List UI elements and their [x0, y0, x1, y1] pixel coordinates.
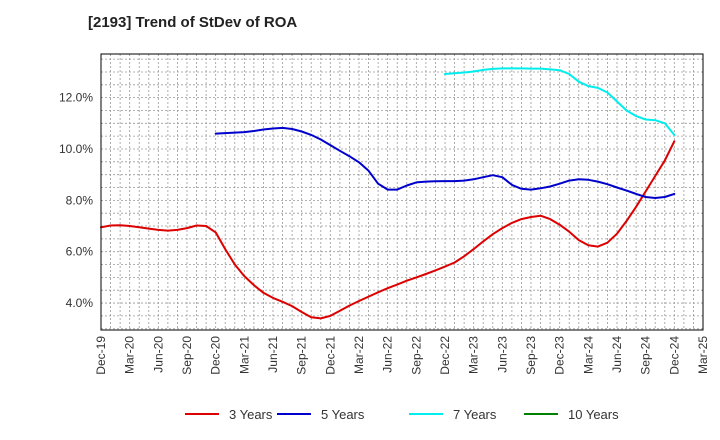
- x-tick-label: Dec-20: [209, 336, 223, 375]
- legend-swatch: [524, 413, 558, 415]
- legend-item: 7 Years: [409, 404, 496, 424]
- x-tick-label: Dec-24: [667, 336, 681, 375]
- series-lines: [100, 67, 676, 320]
- x-tick-label: Jun-21: [266, 336, 280, 373]
- x-tick-label: Jun-22: [381, 336, 395, 373]
- x-tick-label: Dec-23: [553, 336, 567, 375]
- chart-title: [2193] Trend of StDev of ROA: [88, 14, 298, 31]
- x-tick-label: Mar-23: [467, 336, 481, 374]
- x-tick-label: Mar-21: [237, 336, 251, 374]
- plot-area-border: [100, 53, 704, 331]
- x-tick-label: Jun-23: [495, 336, 509, 373]
- legend-label: 7 Years: [453, 406, 497, 422]
- series-line-3-years: [100, 140, 676, 320]
- x-tick-label: Sep-21: [295, 336, 309, 375]
- legend-item: 3 Years: [185, 404, 272, 424]
- legend-label: 3 Years: [229, 406, 273, 422]
- legend-label: 5 Years: [321, 406, 365, 422]
- x-tick-label: Mar-25: [696, 336, 710, 374]
- x-axis-tick-labels: Dec-19 Mar-20 Jun-20 Sep-20 Dec-20 Mar-21 Jun-…: [94, 336, 710, 375]
- x-tick-label: Jun-20: [151, 336, 165, 373]
- x-tick-label: Sep-23: [524, 336, 538, 375]
- series-line-7-years: [444, 67, 676, 136]
- x-tick-label: Dec-21: [323, 336, 337, 375]
- y-tick-label: 12.0%: [59, 91, 93, 105]
- legend-swatch: [409, 413, 443, 415]
- x-tick-label: Mar-20: [123, 336, 137, 374]
- y-tick-label: 8.0%: [66, 193, 94, 207]
- x-tick-label: Mar-22: [352, 336, 366, 374]
- series-line-5-years: [214, 126, 676, 199]
- y-tick-label: 10.0%: [59, 142, 93, 156]
- legend-swatch: [185, 413, 219, 415]
- x-tick-label: Sep-20: [180, 336, 194, 375]
- legend-swatch: [277, 413, 311, 415]
- legend-label: 10 Years: [568, 406, 619, 422]
- legend-item: 10 Years: [524, 404, 619, 424]
- legend-item: 5 Years: [277, 404, 364, 424]
- y-axis-tick-labels: 4.0% 6.0% 8.0% 10.0% 12.0%: [59, 91, 93, 310]
- x-tick-label: Sep-22: [409, 336, 423, 375]
- y-tick-label: 6.0%: [66, 245, 94, 259]
- x-tick-label: Jun-24: [610, 336, 624, 373]
- x-tick-label: Mar-24: [581, 336, 595, 374]
- y-tick-label: 4.0%: [66, 296, 94, 310]
- x-tick-label: Sep-24: [639, 336, 653, 375]
- x-tick-label: Dec-19: [94, 336, 108, 375]
- legend: 3 Years 5 Years 7 Years 10 Years: [0, 404, 720, 426]
- grid-lines: [100, 54, 704, 330]
- x-tick-label: Dec-22: [438, 336, 452, 375]
